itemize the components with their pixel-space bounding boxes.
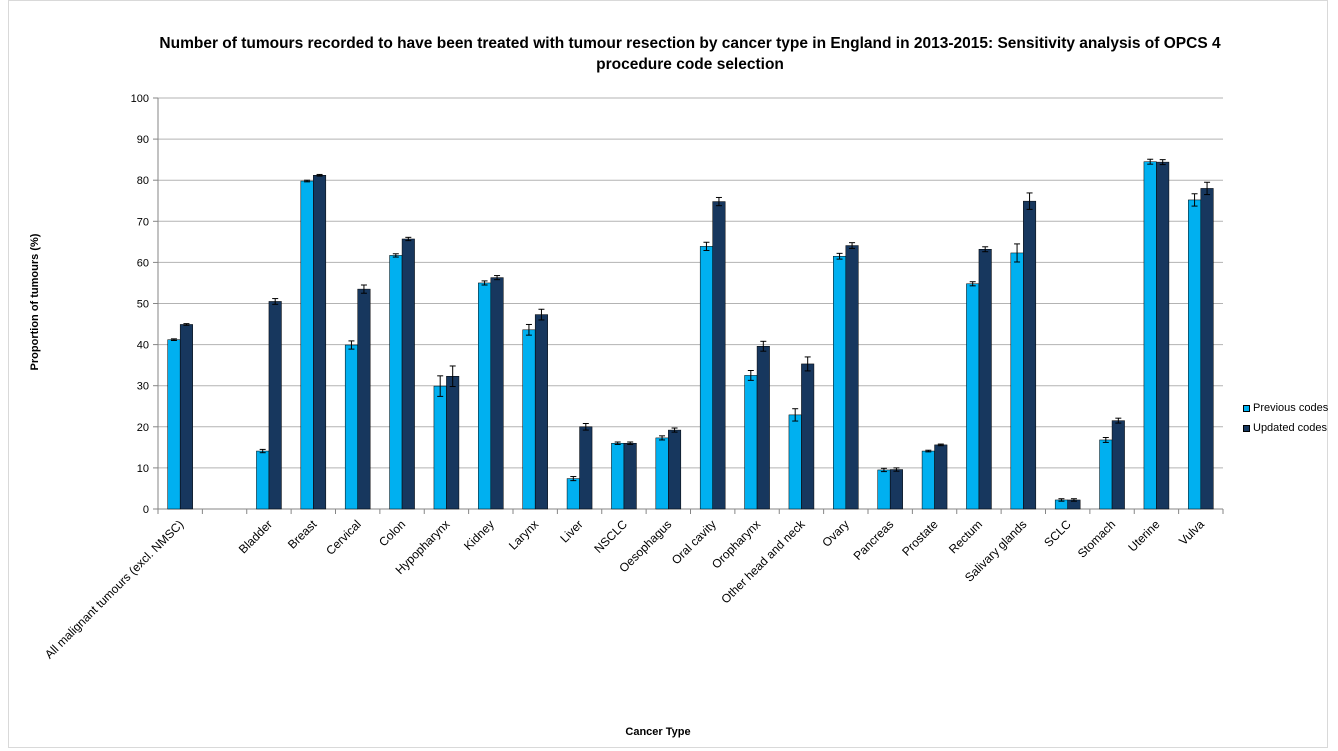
y-tick-label: 70	[137, 216, 149, 228]
bar-previous-codes	[344, 344, 358, 510]
x-tick-label: Ovary	[819, 517, 852, 550]
legend-swatch-updated-codes	[1243, 424, 1250, 432]
legend-item-previous-codes: Previous codes	[1243, 398, 1328, 418]
bar-updated-codes	[801, 363, 815, 510]
bar-updated-codes	[357, 288, 371, 510]
bar-updated-codes	[179, 324, 193, 510]
bar-previous-codes	[788, 414, 802, 510]
bar-updated-codes	[712, 201, 726, 510]
bar-updated-codes	[1200, 188, 1214, 510]
bar-previous-codes	[1099, 439, 1113, 510]
bar-updated-codes	[756, 345, 770, 510]
y-tick-label: 30	[137, 381, 149, 393]
bar-updated-codes	[446, 375, 460, 510]
bar-updated-codes	[1156, 161, 1170, 510]
x-tick-label: Larynx	[506, 517, 541, 552]
bar-updated-codes	[579, 426, 593, 510]
chart-title: Number of tumours recorded to have been …	[159, 35, 1221, 73]
bar-updated-codes	[623, 442, 637, 510]
x-tick-label: Stomach	[1075, 517, 1118, 560]
bar-previous-codes	[921, 450, 935, 510]
x-tick-label: Kidney	[461, 517, 497, 553]
bar-updated-codes	[268, 301, 282, 510]
x-tick-label: Colon	[376, 517, 408, 549]
y-tick-label: 40	[137, 340, 149, 352]
bar-previous-codes	[655, 437, 669, 510]
bar-updated-codes	[1111, 420, 1125, 510]
bar-previous-codes	[256, 450, 270, 510]
bar-updated-codes	[845, 245, 859, 510]
x-tick-label: Rectum	[946, 517, 985, 556]
y-tick-label: 50	[137, 299, 149, 311]
bar-previous-codes	[877, 469, 891, 510]
bar-updated-codes	[401, 238, 415, 510]
x-tick-label: SCLC	[1041, 517, 1074, 550]
bar-previous-codes	[167, 339, 181, 510]
bar-previous-codes	[300, 180, 314, 510]
x-tick-label: Prostate	[899, 517, 941, 559]
y-tick-label: 0	[143, 504, 149, 516]
bar-previous-codes	[389, 255, 403, 510]
bar-updated-codes	[490, 277, 504, 510]
chart-frame	[8, 0, 1328, 748]
bar-updated-codes	[534, 314, 548, 510]
bar-previous-codes	[611, 442, 625, 510]
y-tick-label: 80	[137, 175, 149, 187]
x-tick-label: Other head and neck	[718, 517, 808, 607]
x-tick-label: NSCLC	[591, 517, 630, 556]
legend-label-updated-codes: Updated codes	[1253, 422, 1327, 434]
x-tick-label: Cervical	[323, 517, 364, 558]
x-tick-label: Bladder	[236, 517, 275, 556]
x-axis-label: Cancer Type	[625, 726, 691, 738]
legend-swatch-previous-codes	[1243, 404, 1250, 412]
legend-item-updated-codes: Updated codes	[1243, 418, 1328, 438]
y-tick-label: 60	[137, 257, 149, 269]
bar-previous-codes	[566, 478, 580, 510]
bar-updated-codes	[1023, 200, 1037, 510]
legend: Previous codes Updated codes	[1243, 398, 1328, 438]
x-tick-label: Vulva	[1176, 517, 1207, 548]
bar-previous-codes	[478, 282, 492, 510]
bar-updated-codes	[889, 469, 903, 510]
bar-updated-codes	[668, 429, 682, 510]
bar-updated-codes	[313, 175, 327, 510]
bar-previous-codes	[1188, 199, 1202, 510]
x-tick-label: Liver	[557, 517, 585, 545]
bar-previous-codes	[744, 375, 758, 510]
bar-previous-codes	[966, 283, 980, 510]
bar-previous-codes	[1143, 161, 1157, 510]
y-tick-label: 90	[137, 134, 149, 146]
bar-updated-codes	[934, 444, 948, 510]
y-tick-label: 20	[137, 422, 149, 434]
x-tick-label: Pancreas	[851, 517, 897, 563]
x-tick-label: Breast	[285, 517, 320, 552]
bar-previous-codes	[699, 246, 713, 510]
legend-label-previous-codes: Previous codes	[1253, 402, 1329, 414]
x-tick-label: Uterine	[1125, 517, 1162, 554]
bar-previous-codes	[833, 255, 847, 510]
bar-previous-codes	[1010, 252, 1024, 510]
y-tick-label: 100	[131, 93, 149, 105]
y-tick-label: 10	[137, 463, 149, 475]
bar-updated-codes	[978, 248, 992, 510]
bar-previous-codes	[522, 329, 536, 510]
bar-previous-codes	[433, 385, 447, 510]
x-tick-label: All malignant tumours (excl. NMSC)	[42, 517, 186, 661]
